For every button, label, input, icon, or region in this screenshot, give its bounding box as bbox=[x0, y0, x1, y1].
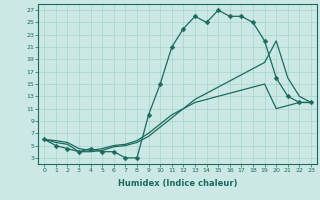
X-axis label: Humidex (Indice chaleur): Humidex (Indice chaleur) bbox=[118, 179, 237, 188]
